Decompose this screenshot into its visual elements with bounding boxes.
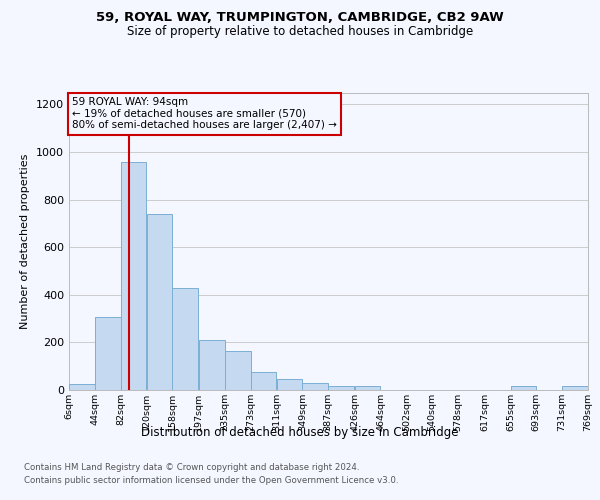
Bar bbox=[251, 372, 277, 390]
Text: 59 ROYAL WAY: 94sqm
← 19% of detached houses are smaller (570)
80% of semi-detac: 59 ROYAL WAY: 94sqm ← 19% of detached ho… bbox=[72, 98, 337, 130]
Bar bbox=[69, 384, 95, 390]
Text: 59, ROYAL WAY, TRUMPINGTON, CAMBRIDGE, CB2 9AW: 59, ROYAL WAY, TRUMPINGTON, CAMBRIDGE, C… bbox=[96, 11, 504, 24]
Text: Distribution of detached houses by size in Cambridge: Distribution of detached houses by size … bbox=[141, 426, 459, 439]
Bar bbox=[328, 386, 354, 390]
Y-axis label: Number of detached properties: Number of detached properties bbox=[20, 154, 31, 329]
Text: Contains public sector information licensed under the Open Government Licence v3: Contains public sector information licen… bbox=[24, 476, 398, 485]
Text: Contains HM Land Registry data © Crown copyright and database right 2024.: Contains HM Land Registry data © Crown c… bbox=[24, 464, 359, 472]
Bar bbox=[121, 162, 146, 390]
Bar bbox=[302, 383, 328, 390]
Bar bbox=[277, 378, 302, 390]
Bar bbox=[199, 340, 225, 390]
Bar bbox=[95, 318, 121, 390]
Bar bbox=[511, 386, 536, 390]
Bar bbox=[172, 288, 198, 390]
Bar bbox=[225, 350, 251, 390]
Bar bbox=[562, 386, 588, 390]
Bar bbox=[146, 214, 172, 390]
Bar bbox=[355, 386, 380, 390]
Text: Size of property relative to detached houses in Cambridge: Size of property relative to detached ho… bbox=[127, 25, 473, 38]
